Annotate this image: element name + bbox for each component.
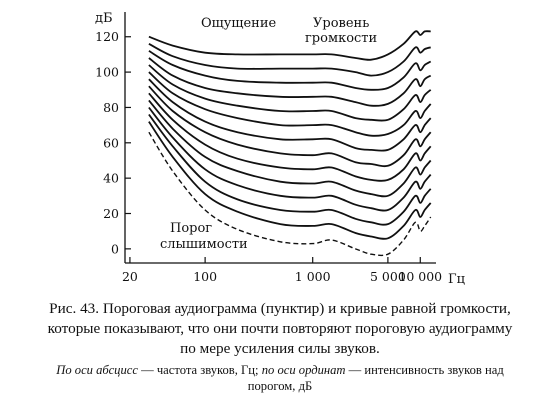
y-axis-label: дБ	[95, 11, 113, 26]
equal-loudness-curve	[148, 85, 432, 168]
equal-loudness-curve	[148, 106, 432, 212]
curves	[148, 30, 432, 257]
axis-note-line-2: порогом, дБ	[247, 379, 313, 393]
note-abscissa-label: По оси абсцисс	[56, 363, 138, 377]
x-axis-label: Гц	[448, 272, 465, 287]
equal-loudness-curve	[148, 50, 432, 91]
caption-line-1: Рис. 43. Пороговая аудиограмма (пунктир)…	[49, 300, 511, 317]
annotation-sensation: Ощущение	[201, 16, 277, 31]
x-tick-label: 1 000	[295, 269, 331, 284]
y-ticks: 0 20 40 60 80 100 120	[95, 29, 131, 256]
caption-line-2: которые показывают, что они почти повтор…	[47, 320, 513, 337]
y-tick-label: 0	[111, 241, 119, 256]
equal-loudness-curve	[148, 78, 432, 152]
note-ordinate-text: — интенсивность звуков над	[345, 363, 504, 377]
x-tick-label: 20	[122, 269, 138, 284]
annotation-threshold-line1: Порог	[170, 221, 212, 236]
figure-caption: Рис. 43. Пороговая аудиограмма (пунктир)…	[0, 299, 560, 359]
note-abscissa-text: — частота звуков, Гц;	[137, 363, 262, 377]
y-tick-label: 120	[95, 29, 119, 44]
y-tick-label: 40	[103, 171, 119, 186]
annotation-loudness-line1: Уровень	[313, 16, 369, 31]
annotation-loudness-line2: громкости	[305, 31, 377, 46]
annotation-threshold-line2: слышимости	[160, 237, 248, 252]
equal-loudness-curve	[148, 57, 432, 107]
equal-loudness-curve	[148, 71, 432, 137]
threshold-curve	[148, 131, 432, 257]
note-ordinate-label: по оси ординат	[261, 363, 346, 377]
equal-loudness-curve	[148, 121, 432, 240]
equal-loudness-curve	[148, 64, 432, 122]
axes	[124, 12, 436, 264]
equal-loudness-curve	[148, 113, 432, 226]
caption-line-3: по мере усиления силы звуков.	[180, 340, 380, 357]
equal-loudness-curve	[148, 43, 431, 77]
equal-loudness-curve	[148, 30, 431, 61]
equal-loudness-curve	[148, 92, 432, 182]
y-tick-label: 60	[103, 135, 119, 150]
y-tick-label: 20	[103, 206, 119, 221]
equal-loudness-curve	[148, 99, 432, 198]
axis-note: По оси абсцисс — частота звуков, Гц; по …	[0, 362, 560, 394]
x-tick-label: 5 000	[370, 269, 406, 284]
axis-note-line-1: По оси абсцисс — частота звуков, Гц; по …	[8, 362, 552, 378]
y-tick-label: 100	[95, 65, 119, 80]
y-tick-label: 80	[103, 100, 119, 115]
x-tick-label: 10 000	[398, 269, 442, 284]
x-tick-label: 100	[193, 269, 217, 284]
